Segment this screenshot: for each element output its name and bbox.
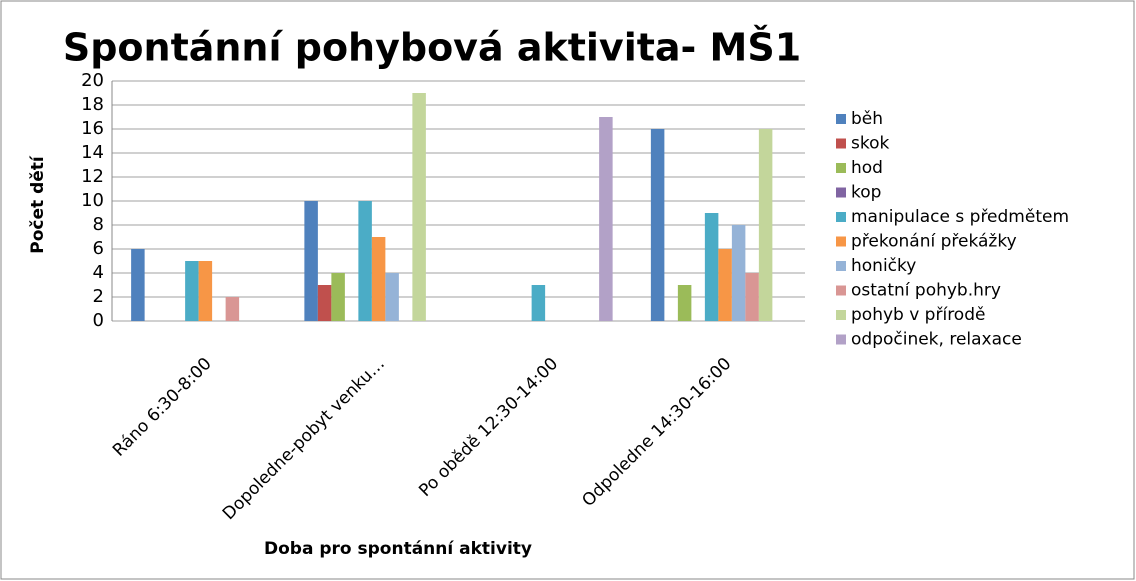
- bar: [704, 213, 719, 321]
- bar: [385, 273, 399, 321]
- bar: [718, 249, 732, 321]
- legend-label: hod: [851, 158, 883, 178]
- bar: [331, 273, 345, 321]
- bar: [531, 285, 546, 321]
- bar: [371, 237, 386, 321]
- legend-swatch: [836, 187, 846, 198]
- y-tick-label: 10: [81, 190, 104, 211]
- legend-swatch: [836, 236, 846, 247]
- legend-label: běh: [851, 109, 883, 129]
- y-tick-label: 12: [81, 166, 104, 187]
- bar: [599, 117, 613, 321]
- y-tick-label: 6: [93, 238, 104, 259]
- legend-label: ostatní pohyb.hry: [851, 281, 1001, 301]
- bar: [731, 225, 746, 321]
- bar: [198, 261, 213, 321]
- legend-label: kop: [851, 183, 881, 203]
- legend-swatch: [836, 163, 846, 173]
- y-tick-label: 18: [81, 94, 104, 115]
- bar: [225, 297, 240, 321]
- legend-swatch: [836, 334, 846, 345]
- legend-swatch: [836, 114, 846, 124]
- y-tick-label: 2: [93, 286, 104, 307]
- bar: [304, 201, 318, 321]
- legend-swatch: [836, 261, 846, 271]
- bar: [412, 93, 426, 321]
- legend-label: manipulace s předmětem: [851, 207, 1069, 227]
- bar: [131, 249, 145, 321]
- y-tick-label: 20: [81, 70, 104, 91]
- y-tick-label: 16: [81, 118, 104, 139]
- y-tick-label: 8: [93, 214, 104, 235]
- y-tick-label: 0: [93, 310, 104, 331]
- bar: [358, 201, 372, 321]
- legend-label: pohyb v přírodě: [851, 305, 985, 325]
- bar: [317, 285, 332, 321]
- bar: [677, 285, 692, 321]
- bar: [185, 261, 199, 321]
- bar: [745, 273, 759, 321]
- legend-swatch: [836, 285, 846, 296]
- legend-swatch: [836, 212, 846, 222]
- y-tick-label: 4: [93, 262, 104, 283]
- legend-label: překonání překážky: [851, 232, 1017, 252]
- y-axis-label: Počet dětí: [28, 155, 48, 254]
- legend-swatch: [836, 138, 846, 149]
- bar: [650, 129, 665, 321]
- legend-label: honičky: [851, 256, 916, 276]
- bar: [758, 129, 773, 321]
- legend-label: odpočinek, relaxace: [851, 330, 1022, 350]
- legend-swatch: [836, 310, 846, 320]
- legend-label: skok: [851, 134, 889, 154]
- chart-title: Spontánní pohybová aktivita- MŠ1: [63, 26, 801, 70]
- x-axis-label: Doba pro spontánní aktivity: [264, 539, 532, 559]
- y-tick-label: 14: [81, 142, 104, 163]
